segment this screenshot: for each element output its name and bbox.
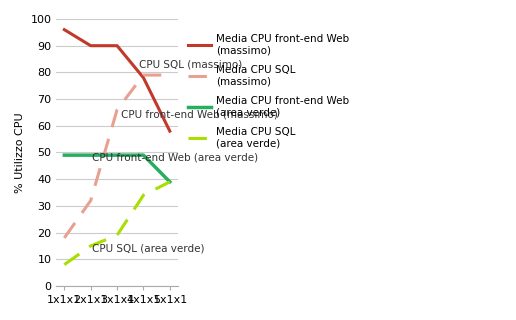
Media CPU SQL
(area verde)	[88, 244, 94, 248]
Media CPU SQL
(area verde)	[140, 193, 147, 197]
Text: CPU front-end Web (massimo): CPU front-end Web (massimo)	[121, 110, 278, 120]
Media CPU front-end Web
(massimo)	[61, 28, 68, 32]
Media CPU SQL
(area verde)	[167, 180, 173, 184]
Text: CPU front-end Web (area verde): CPU front-end Web (area verde)	[92, 153, 258, 163]
Media CPU front-end Web
(massimo)	[167, 129, 173, 133]
Text: CPU SQL (massimo): CPU SQL (massimo)	[139, 59, 242, 69]
Media CPU front-end Web
(area verde)	[61, 153, 68, 157]
Line: Media CPU front-end Web
(massimo): Media CPU front-end Web (massimo)	[64, 30, 170, 131]
Media CPU front-end Web
(massimo)	[140, 76, 147, 80]
Media CPU SQL
(massimo)	[167, 73, 173, 77]
Media CPU SQL
(area verde)	[61, 263, 68, 267]
Line: Media CPU SQL
(massimo): Media CPU SQL (massimo)	[64, 75, 170, 238]
Line: Media CPU front-end Web
(area verde): Media CPU front-end Web (area verde)	[64, 155, 170, 182]
Media CPU SQL
(massimo)	[61, 236, 68, 240]
Text: CPU SQL (area verde): CPU SQL (area verde)	[92, 243, 204, 253]
Media CPU SQL
(massimo)	[88, 199, 94, 203]
Media CPU front-end Web
(massimo)	[88, 44, 94, 48]
Media CPU front-end Web
(area verde)	[88, 153, 94, 157]
Media CPU SQL
(area verde)	[114, 233, 120, 237]
Media CPU SQL
(massimo)	[114, 108, 120, 112]
Y-axis label: % Utilizzo CPU: % Utilizzo CPU	[15, 112, 25, 193]
Legend: Media CPU front-end Web
(massimo), Media CPU SQL
(massimo), Media CPU front-end : Media CPU front-end Web (massimo), Media…	[184, 29, 354, 152]
Media CPU front-end Web
(area verde)	[114, 153, 120, 157]
Line: Media CPU SQL
(area verde): Media CPU SQL (area verde)	[64, 182, 170, 265]
Media CPU front-end Web
(area verde)	[140, 153, 147, 157]
Media CPU SQL
(massimo)	[140, 73, 147, 77]
Media CPU front-end Web
(massimo)	[114, 44, 120, 48]
Media CPU front-end Web
(area verde)	[167, 180, 173, 184]
